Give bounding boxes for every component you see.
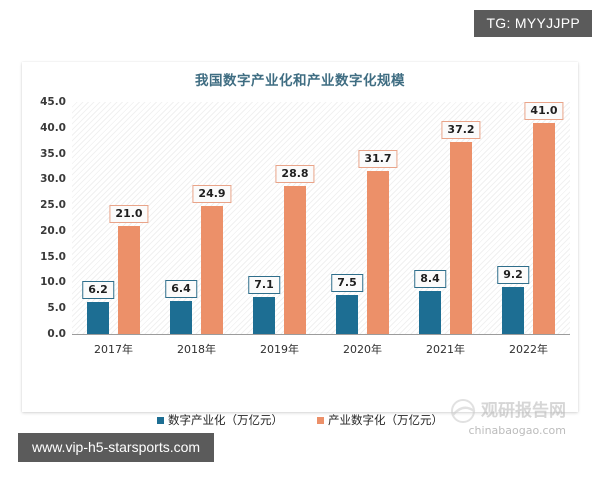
bar-group: 7.5 31.7 [321, 102, 404, 334]
bar-2020年-series1[interactable]: 31.7 [358, 149, 398, 334]
bar-2020年-series0[interactable]: 7.5 [331, 274, 363, 334]
legend-swatch-icon [157, 416, 164, 424]
x-axis-tick: 2022年 [509, 343, 548, 356]
chart-title: 我国数字产业化和产业数字化规模 [195, 73, 405, 89]
bar-value-label: 7.5 [331, 274, 363, 293]
y-axis-tick: 0.0 [47, 328, 66, 340]
legend-label: 产业数字化（万亿元） [328, 413, 443, 427]
legend-label: 数字产业化（万亿元） [168, 413, 283, 427]
bar-2022年-series1[interactable]: 41.0 [524, 101, 564, 334]
bar-2019年-series1[interactable]: 28.8 [275, 164, 315, 334]
bar-2017年-series0[interactable]: 6.2 [82, 281, 114, 334]
y-axis-tick: 30.0 [40, 173, 66, 186]
bar-value-label: 24.9 [192, 184, 232, 203]
footer-url-chip: www.vip-h5-starsports.com [18, 433, 215, 462]
bar-value-label: 8.4 [414, 269, 446, 288]
bar-2017年-series1[interactable]: 21.0 [109, 204, 149, 334]
bar-2021年-series1[interactable]: 37.2 [441, 121, 481, 334]
bar-value-label: 21.0 [109, 204, 149, 223]
footer-url-text: www.vip-h5-starsports.com [32, 439, 201, 455]
plot-wrapper: 0.0 5.0 10.0 15.0 20.0 25.0 30.0 35.0 40.0 45.0 6… [22, 96, 578, 437]
bar-value-label: 31.7 [358, 149, 398, 168]
y-axis-tick: 5.0 [47, 302, 66, 315]
y-axis: 0.0 5.0 10.0 15.0 20.0 25.0 30.0 35.0 40.0 45.0 [22, 96, 70, 340]
y-axis-tick: 15.0 [40, 250, 66, 263]
bar-2019年-series0[interactable]: 7.1 [248, 276, 280, 334]
tg-handle-text: TG: MYYJJPP [486, 15, 580, 31]
y-axis-tick: 10.0 [40, 276, 66, 289]
chart-legend: 数字产业化（万亿元） 产业数字化（万亿元） [22, 412, 578, 428]
bar-2022年-series0[interactable]: 9.2 [497, 265, 529, 334]
bar-2018年-series0[interactable]: 6.4 [165, 280, 197, 334]
bar-2021年-series0[interactable]: 8.4 [414, 269, 446, 334]
bar-group: 7.1 28.8 [238, 102, 321, 334]
x-axis-tick: 2017年 [94, 343, 133, 356]
bar-2018年-series1[interactable]: 24.9 [192, 184, 232, 334]
bar-value-label: 7.1 [248, 276, 280, 295]
bar-group: 6.4 24.9 [155, 102, 238, 334]
y-axis-tick: 40.0 [40, 121, 66, 134]
bar-group: 6.2 21.0 [72, 102, 155, 334]
legend-item-series0[interactable]: 数字产业化（万亿元） [157, 412, 283, 428]
x-axis-tick: 2018年 [177, 343, 216, 356]
y-axis-tick: 35.0 [40, 147, 66, 160]
y-axis-tick: 20.0 [40, 224, 66, 237]
bar-groups: 6.2 21.0 6.4 24.9 7.1 28.8 7.5 31.7 8.4 37.2 9.2 41… [72, 101, 570, 334]
bar-value-label: 6.4 [165, 280, 197, 299]
x-axis: 2017年 2018年 2019年 2020年 2021年 2022年 [72, 336, 570, 358]
tg-handle-badge: TG: MYYJJPP [474, 10, 592, 37]
bar-group: 9.2 41.0 [487, 101, 570, 334]
bar-group: 8.4 37.2 [404, 102, 487, 334]
bar-value-label: 37.2 [441, 121, 481, 140]
bar-value-label: 28.8 [275, 164, 315, 183]
y-axis-tick: 45.0 [40, 96, 66, 108]
x-axis-tick: 2020年 [343, 343, 382, 356]
chart-card: 我国数字产业化和产业数字化规模 0.0 5.0 10.0 15.0 20.0 25.0 30… [22, 62, 578, 437]
x-axis-tick: 2021年 [426, 343, 465, 356]
bar-value-label: 6.2 [82, 281, 114, 300]
legend-item-series1[interactable]: 产业数字化（万亿元） [317, 412, 443, 428]
y-axis-tick: 25.0 [40, 199, 66, 212]
bar-value-label: 9.2 [497, 265, 529, 284]
bar-value-label: 41.0 [524, 101, 564, 120]
legend-swatch-icon [317, 416, 324, 424]
x-axis-tick: 2019年 [260, 343, 299, 356]
plot-area: 6.2 21.0 6.4 24.9 7.1 28.8 7.5 31.7 8.4 37.2 9.2 41… [72, 101, 570, 335]
